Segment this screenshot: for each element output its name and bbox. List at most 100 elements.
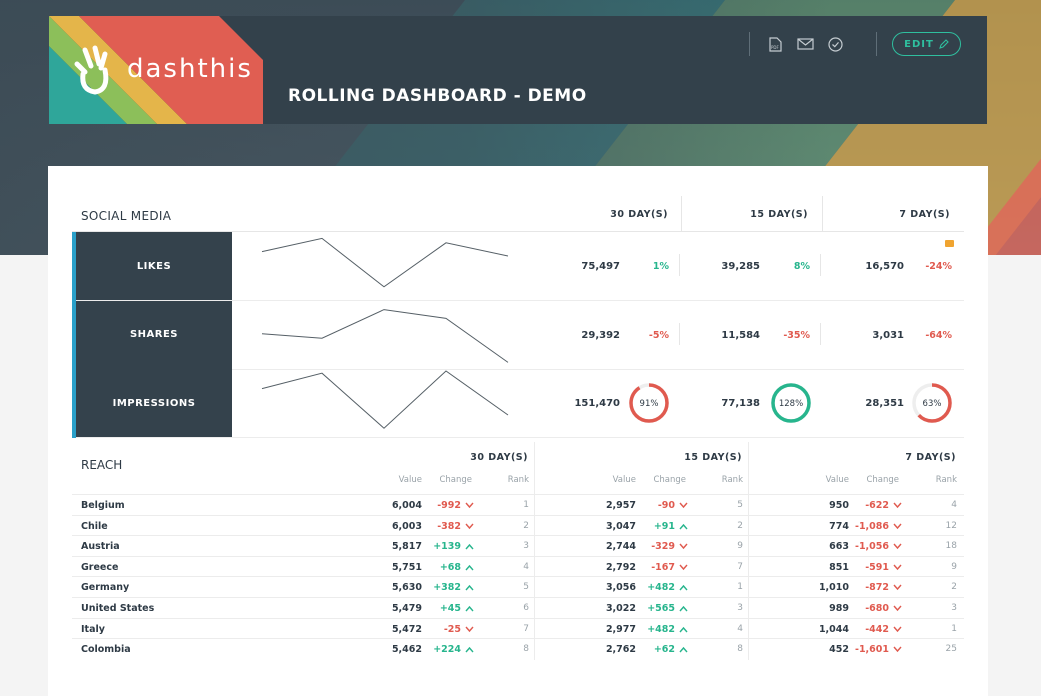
reach-change: -442 <box>865 623 889 635</box>
chevron-up-icon <box>679 626 688 633</box>
reach-rank: 5 <box>523 582 529 593</box>
reach-change: -680 <box>865 603 889 614</box>
reach-change: -382 <box>437 520 461 532</box>
metric-label: IMPRESSIONS <box>76 369 232 437</box>
chevron-down-icon <box>465 523 474 529</box>
reach-header: REACH 30 DAY(S) 15 DAY(S) 7 DAY(S) <box>72 442 964 480</box>
table-row[interactable]: Belgium 6,004 -992 1 2,957 -90 5 950 -622 4 <box>72 494 964 515</box>
header-actions: PDF <box>749 32 877 56</box>
sparkline <box>261 237 509 288</box>
chevron-up-icon <box>465 544 474 550</box>
reach-value: 663 <box>829 541 849 553</box>
edit-button[interactable]: EDIT <box>892 32 961 56</box>
metric-value: 77,138 <box>721 398 760 409</box>
reach-value: 2,977 <box>605 623 636 635</box>
table-row[interactable]: Italy 5,472 -25 7 2,977 +482 4 1,044 -442 1 <box>72 617 964 639</box>
table-row[interactable]: Greece 5,751 +68 4 2,792 -167 7 851 -591 9 <box>72 555 964 577</box>
progress-ring-fill <box>771 383 811 423</box>
reach-rank: 9 <box>737 541 743 552</box>
edit-button-label: EDIT <box>904 38 934 50</box>
metric-change: -24% <box>925 261 952 272</box>
country-name: Colombia <box>81 644 131 656</box>
table-row[interactable]: Austria 5,817 +139 3 2,744 -329 9 663 -1,056 18 <box>72 535 964 556</box>
reach-rank: 2 <box>523 520 529 531</box>
chevron-up-icon <box>679 605 688 612</box>
reach-value: 2,792 <box>605 561 636 573</box>
hand-logo-icon <box>74 45 109 95</box>
metric-change: 1% <box>652 261 669 272</box>
reach-change: +139 <box>433 541 461 553</box>
reach-rank: 1 <box>523 500 529 510</box>
row-accent <box>72 369 76 438</box>
reach-value: 3,056 <box>605 582 636 594</box>
period-header-7: 7 DAY(S) <box>905 452 956 463</box>
pdf-icon[interactable]: PDF <box>766 35 784 53</box>
social-media-widget[interactable]: SOCIAL MEDIA 30 DAY(S) 15 DAY(S) 7 DAY(S… <box>72 196 964 438</box>
country-name: Italy <box>81 623 105 635</box>
column-subheader: Change <box>439 475 472 485</box>
metric-row-likes[interactable]: LIKES 75,497 1% 39,285 8% 16,570 -24% <box>72 232 964 301</box>
reach-change: -1,601 <box>855 644 889 656</box>
column-subheader: Value <box>612 475 636 485</box>
metric-label: LIKES <box>76 232 232 300</box>
metric-label: SHARES <box>76 300 232 369</box>
reach-change: -1,086 <box>855 520 889 532</box>
logo[interactable]: dashthis <box>49 16 263 124</box>
reach-change: +62 <box>653 644 675 656</box>
metric-value: 39,285 <box>721 261 760 272</box>
brand-name: dashthis <box>127 54 253 84</box>
reach-value: 3,022 <box>605 603 636 614</box>
reach-change: -90 <box>657 500 675 511</box>
metric-value: 29,392 <box>581 329 620 341</box>
reach-change: -1,056 <box>855 541 889 553</box>
progress-ring: 91% <box>629 383 669 423</box>
row-accent <box>72 232 76 301</box>
chevron-up-icon <box>465 585 474 591</box>
reach-change: -992 <box>437 500 461 511</box>
reach-rank: 12 <box>945 520 957 531</box>
table-row[interactable]: Chile 6,003 -382 2 3,047 +91 2 774 -1,086 12 <box>72 514 964 536</box>
chevron-up-icon <box>679 647 688 653</box>
metric-value: 151,470 <box>574 398 620 409</box>
metric-value: 16,570 <box>865 261 904 272</box>
reach-rank: 1 <box>737 582 743 593</box>
metric-value: 75,497 <box>581 261 620 272</box>
reach-change: -622 <box>865 500 889 511</box>
reach-rank: 1 <box>951 623 957 634</box>
sparkline-line <box>261 237 509 288</box>
comment-flag-icon[interactable] <box>945 240 954 247</box>
reach-rank: 9 <box>951 561 957 572</box>
table-row[interactable]: Colombia 5,462 +224 8 2,762 +62 8 452 -1,601 25 <box>72 638 964 659</box>
reach-change: +68 <box>439 561 461 573</box>
column-subheader: Change <box>866 475 899 485</box>
progress-ring-fill <box>629 383 669 423</box>
reach-change: +91 <box>653 520 675 532</box>
metric-change: -35% <box>783 329 810 341</box>
metric-value: 3,031 <box>872 329 904 341</box>
metric-row-shares[interactable]: SHARES 29,392 -5% 11,584 -35% 3,031 -64% <box>72 300 964 370</box>
reach-value: 5,751 <box>391 561 422 573</box>
chevron-down-icon <box>679 543 688 550</box>
reach-rank: 18 <box>945 541 957 552</box>
reach-value: 3,047 <box>605 520 636 532</box>
reach-value: 2,744 <box>605 541 636 553</box>
reach-change: -872 <box>865 582 889 594</box>
chevron-down-icon <box>679 502 688 509</box>
table-row[interactable]: Germany 5,630 +382 5 3,056 +482 1 1,010 -872 2 <box>72 576 964 597</box>
email-icon[interactable] <box>796 35 814 53</box>
chevron-up-icon <box>465 647 474 653</box>
table-row[interactable]: United States 5,479 +45 6 3,022 +565 3 989 -680 3 <box>72 597 964 618</box>
country-name: Chile <box>81 520 108 532</box>
reach-rank: 8 <box>523 644 529 655</box>
metric-row-impressions[interactable]: IMPRESSIONS 151,470 91% 77,138 128% 28,351 63% <box>72 369 964 438</box>
reach-value: 5,462 <box>391 644 422 656</box>
reach-change: +482 <box>647 582 675 594</box>
country-name: Austria <box>81 541 120 553</box>
column-subheader: Rank <box>935 475 957 485</box>
column-subheader: Rank <box>721 475 743 485</box>
reach-change: +45 <box>439 603 461 614</box>
reach-rank: 3 <box>523 541 529 552</box>
reach-widget[interactable]: REACH 30 DAY(S) 15 DAY(S) 7 DAY(S) Value… <box>72 442 964 662</box>
country-name: United States <box>81 603 155 614</box>
check-circle-icon[interactable] <box>826 35 844 53</box>
